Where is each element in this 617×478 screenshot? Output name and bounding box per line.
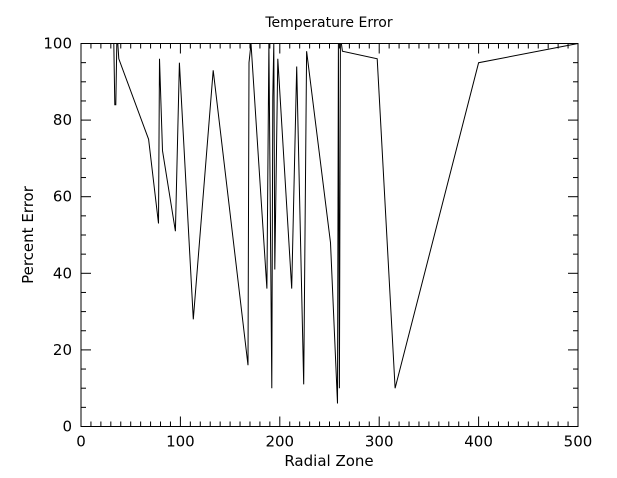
chart-title: Temperature Error (264, 15, 393, 31)
y-tick-label: 40 (53, 264, 72, 282)
axis-ticks (81, 43, 578, 427)
x-tick-label: 0 (76, 433, 86, 451)
tick-labels: 0 100 200 300 400 500 0 20 40 60 80 100 (43, 35, 592, 451)
y-tick-label: 80 (53, 111, 72, 129)
y-tick-label: 20 (53, 341, 72, 359)
y-tick-label: 100 (43, 35, 72, 53)
x-axis-title: Radial Zone (284, 452, 373, 470)
y-axis-title: Percent Error (19, 185, 37, 284)
y-tick-label: 0 (62, 418, 72, 436)
series-line (81, 43, 579, 404)
x-tick-label: 300 (365, 433, 394, 451)
x-tick-label: 500 (564, 433, 593, 451)
x-tick-label: 200 (265, 433, 294, 451)
y-tick-label: 60 (53, 188, 72, 206)
x-tick-label: 400 (464, 433, 493, 451)
series-group (81, 43, 579, 404)
x-tick-label: 100 (166, 433, 195, 451)
